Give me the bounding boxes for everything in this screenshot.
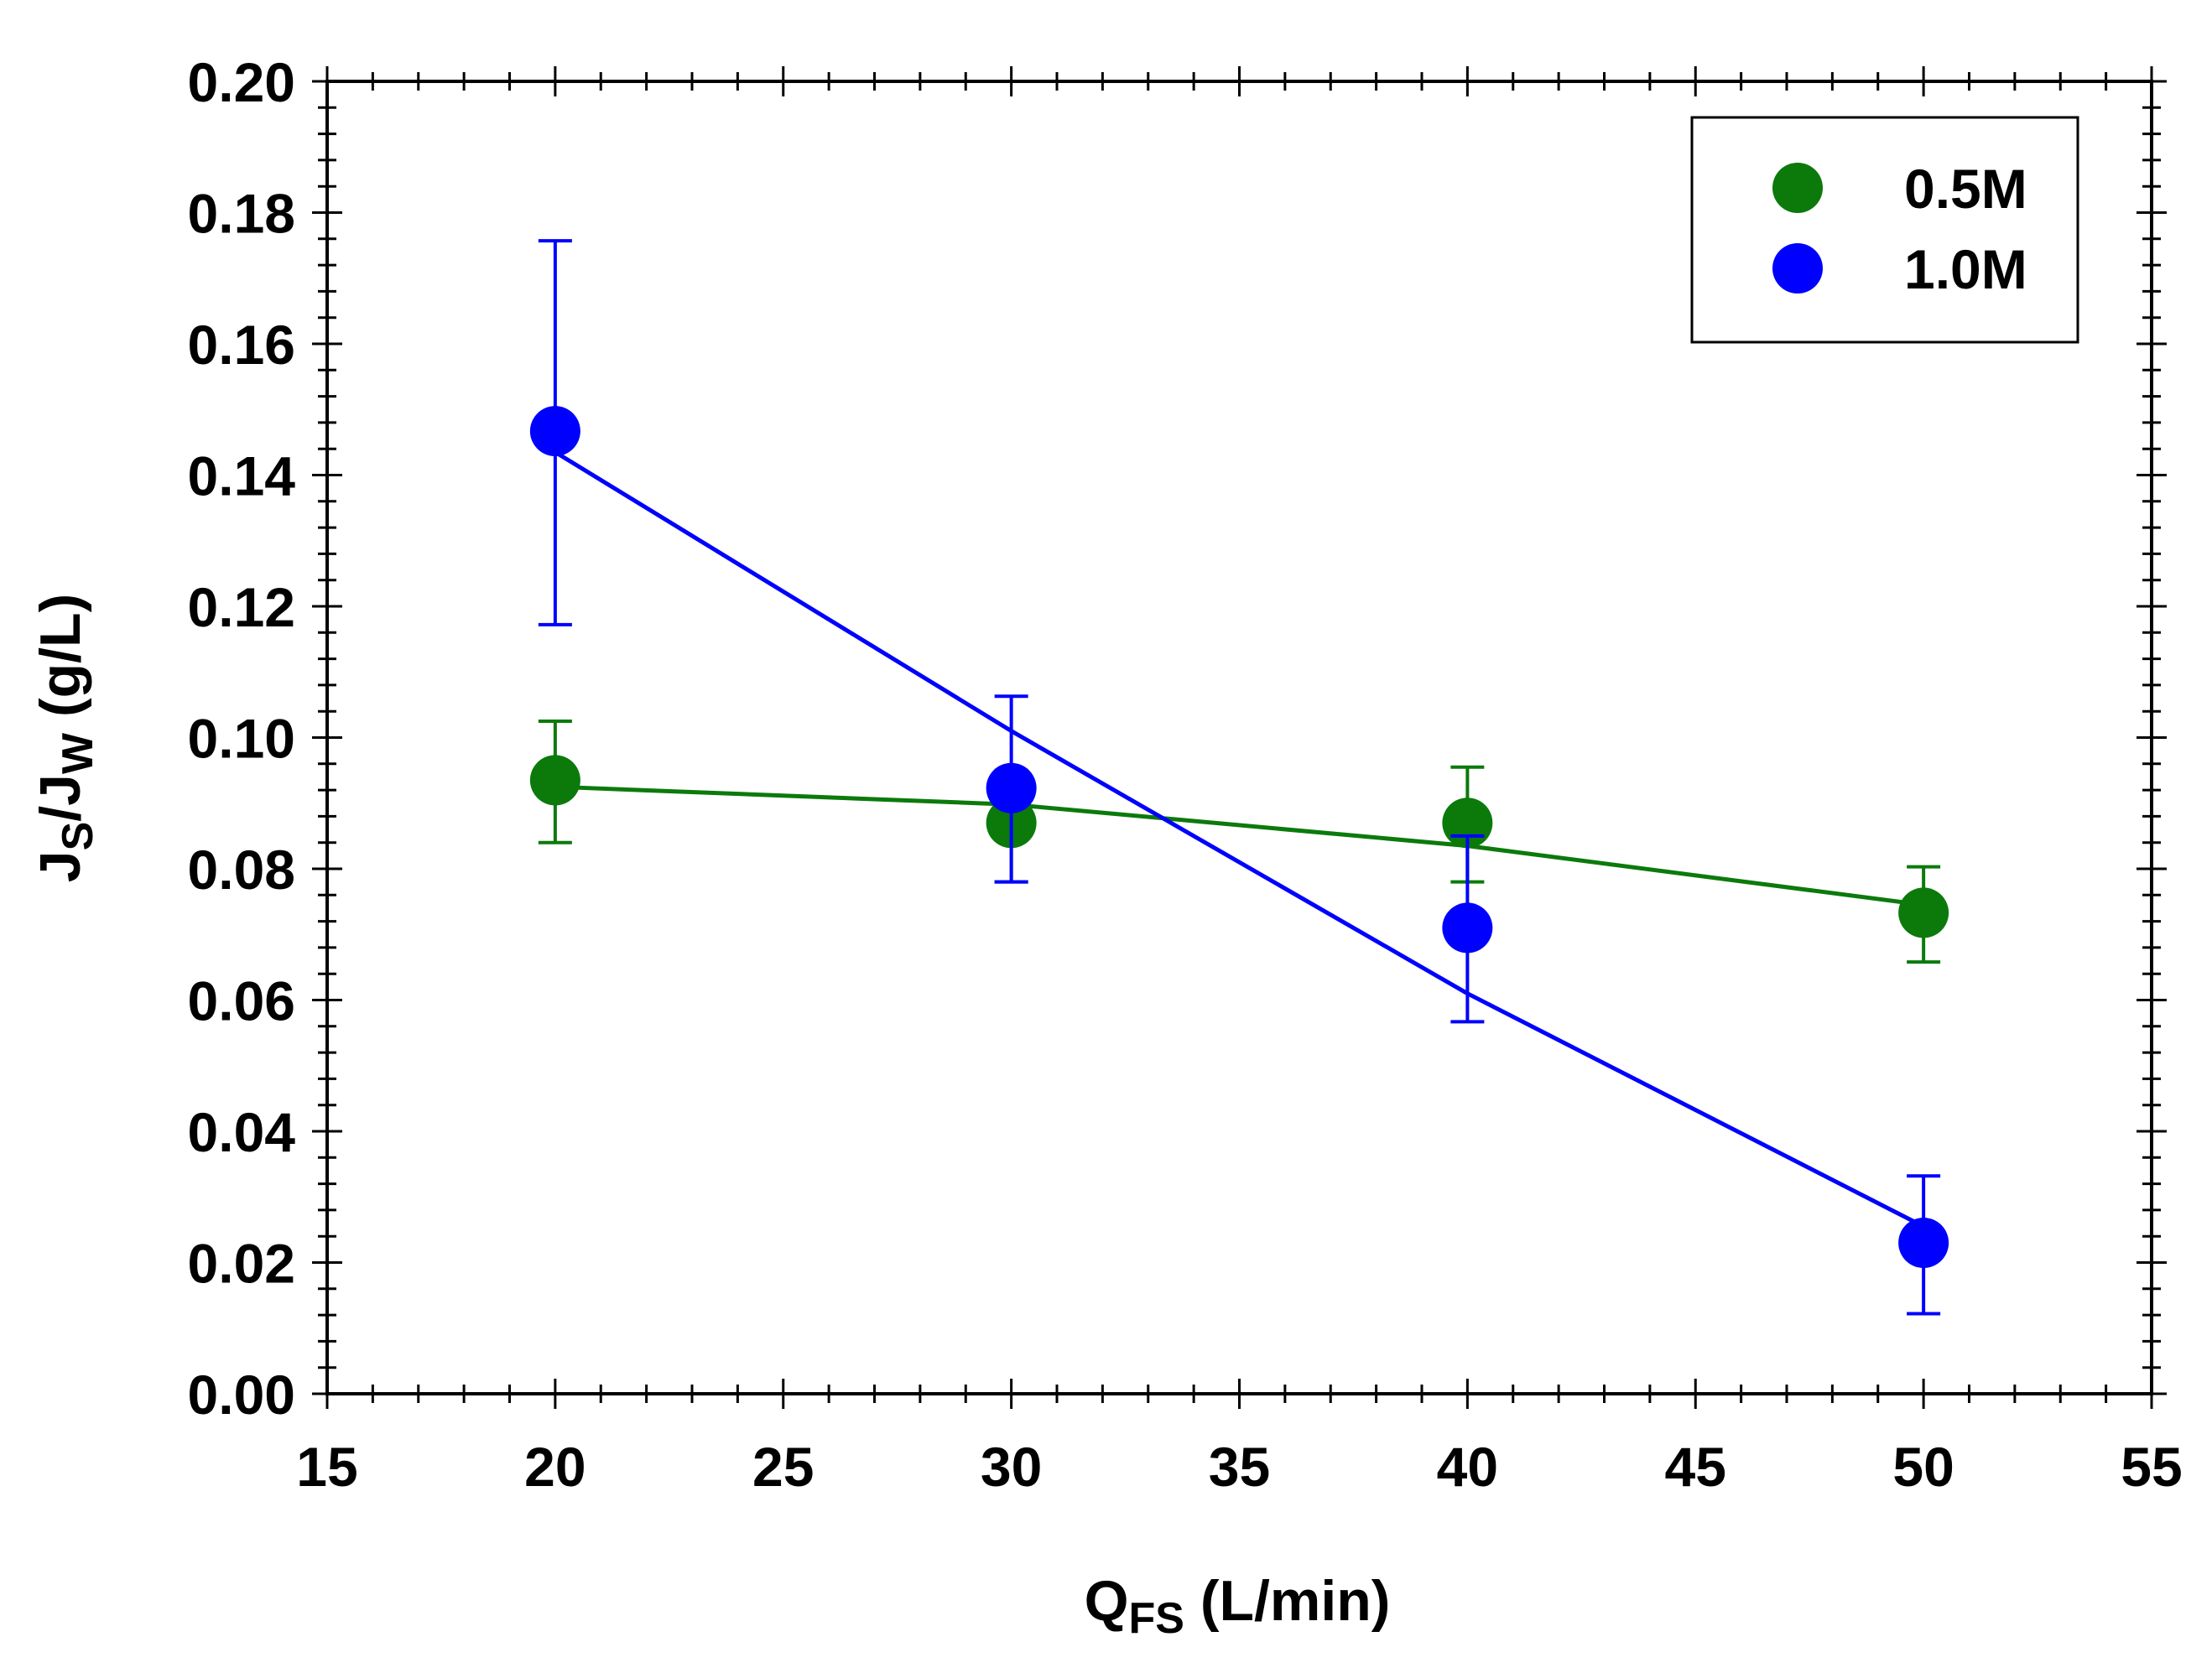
- x-tick-label: 30: [981, 1436, 1042, 1498]
- tick-labels: 15 20 25 30 35 40 45 50 55 0.00 0.02 0.04 0.06 0.08 0.…: [188, 51, 2183, 1498]
- data-point: [1898, 1218, 1949, 1269]
- x-tick-label: 45: [1665, 1436, 1726, 1498]
- x-tick-label: 50: [1892, 1436, 1954, 1498]
- x-tick-label: 15: [296, 1436, 357, 1498]
- legend-label-0-5m: 0.5M: [1904, 158, 2027, 220]
- plot-marks: [529, 239, 1949, 1316]
- x-axis-title: QFS (L/min): [1085, 1569, 1391, 1643]
- data-point: [1442, 902, 1493, 954]
- legend-label-1-0m: 1.0M: [1904, 238, 2027, 300]
- data-point: [986, 762, 1037, 813]
- y-tick-label: 0.18: [188, 183, 295, 245]
- legend-box: [1690, 116, 2079, 344]
- legend-marker-1-0m: [1772, 243, 1823, 294]
- y-tick-label: 0.04: [188, 1101, 296, 1163]
- y-tick-label: 0.10: [188, 708, 295, 770]
- x-tick-label: 40: [1437, 1436, 1498, 1498]
- axis-ticks: [312, 66, 2167, 1409]
- y-tick-label: 0.06: [188, 970, 295, 1032]
- y-tick-label: 0.16: [188, 314, 295, 376]
- y-tick-label: 0.12: [188, 576, 295, 638]
- data-point: [1898, 887, 1949, 938]
- fit-line: [554, 784, 1924, 907]
- fit-line: [554, 449, 1925, 1229]
- x-tick-label: 20: [524, 1436, 586, 1498]
- data-point: [529, 406, 580, 457]
- legend: 0.5M 1.0M: [1690, 116, 2079, 344]
- y-tick-label: 0.02: [188, 1233, 295, 1295]
- y-tick-label: 0.00: [188, 1364, 295, 1426]
- legend-marker-0-5m: [1772, 163, 1823, 213]
- y-tick-label: 0.08: [188, 839, 295, 901]
- y-tick-label: 0.14: [188, 445, 296, 507]
- y-tick-label: 0.20: [188, 51, 295, 113]
- series-1.0M: [529, 239, 1949, 1316]
- x-tick-label: 35: [1209, 1436, 1270, 1498]
- data-point: [529, 755, 580, 806]
- x-tick-label: 55: [2121, 1436, 2182, 1498]
- series-0.5M: [529, 719, 1949, 964]
- x-tick-label: 25: [752, 1436, 814, 1498]
- y-axis-title: JS/JW (g/L): [29, 594, 102, 882]
